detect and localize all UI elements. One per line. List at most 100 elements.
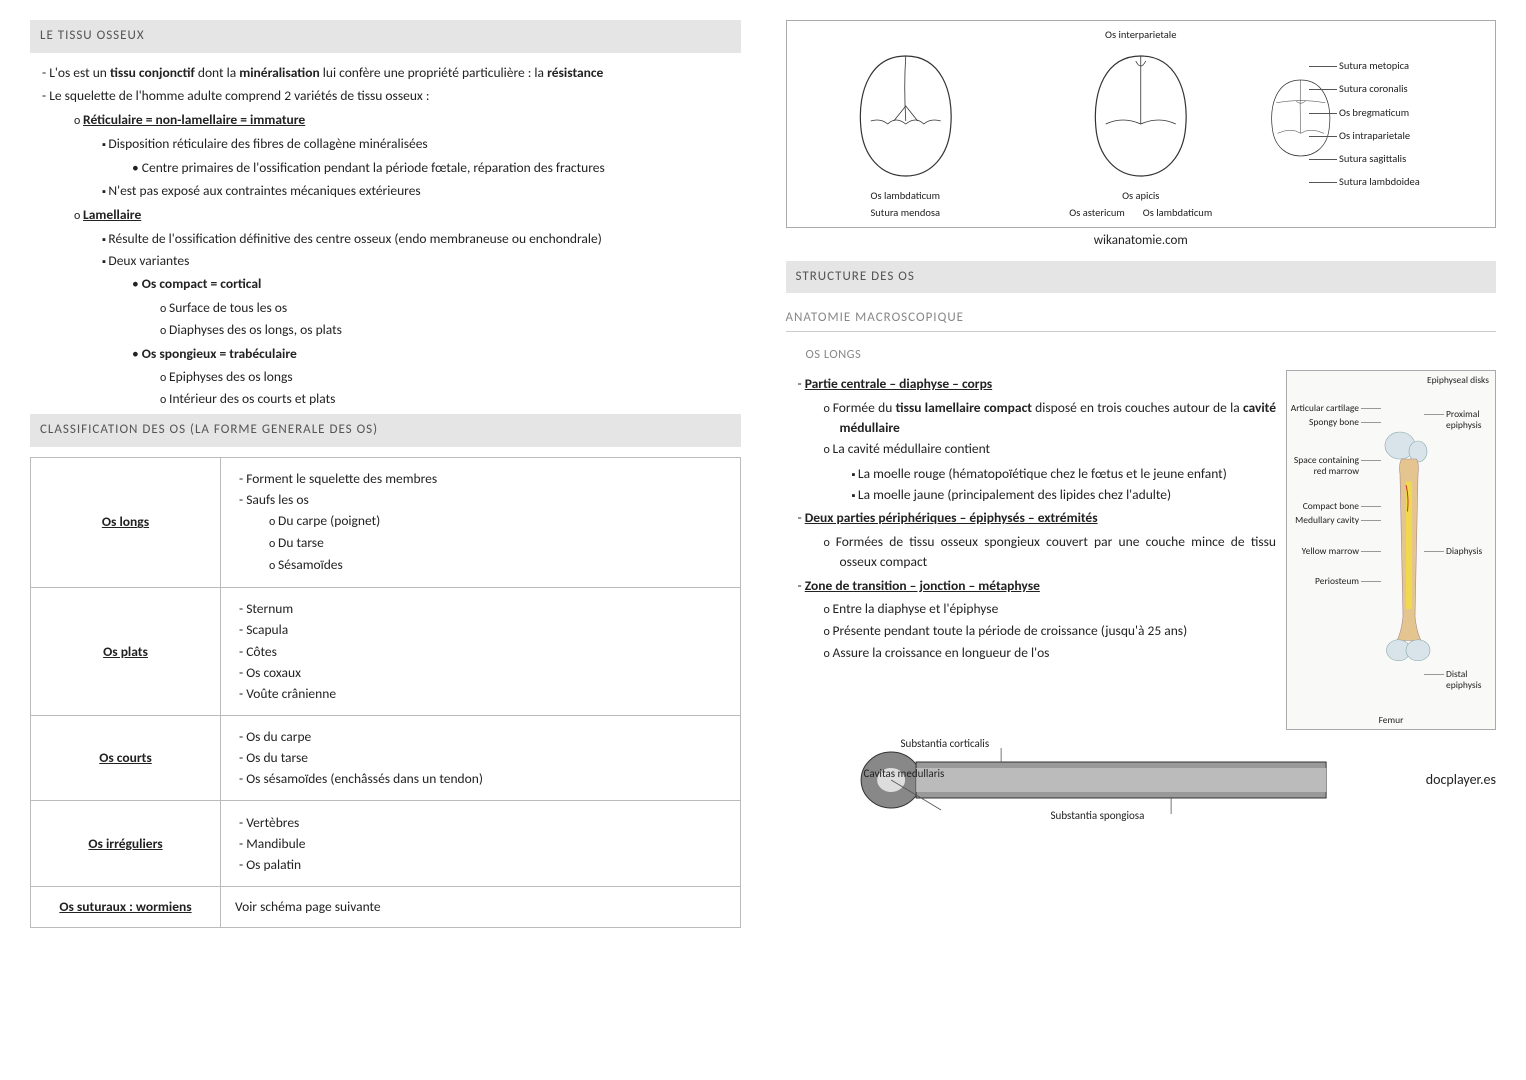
femur-icon (1379, 389, 1439, 709)
ret-b1: Centre primaires de l'ossification penda… (148, 158, 741, 178)
dia-o1: Formée du tissu lamellaire compact dispo… (840, 398, 1277, 438)
femur-l1: Articular cartilage (1289, 403, 1359, 413)
row3-content: Os du carpe Os du tarse Os sésamoïdes (e… (221, 715, 741, 801)
meta-o3: Assure la croissance en longueur de l'os (840, 643, 1277, 663)
dia-sq2: La moelle jaune (principalement des lipi… (868, 485, 1277, 505)
intro-line-1: L'os est un tissu conjonctif dont la min… (56, 63, 741, 83)
lam-v1: Os compact = cortical Surface de tous le… (148, 274, 741, 340)
femur-l5: Medullary cavity (1289, 515, 1359, 525)
femur-top-label: Epiphyseal disks (1427, 375, 1489, 385)
femur-bottom: Femur (1287, 715, 1495, 725)
intro-1-post: lui confère une propriété particulière :… (320, 64, 547, 81)
os-longs-text: Partie centrale – diaphyse – corps Formé… (786, 370, 1277, 730)
ret-sq1: Disposition réticulaire des fibres de co… (118, 134, 741, 154)
section-header-tissu: LE TISSU OSSEUX (30, 20, 741, 53)
intro-1-pre: L'os est un (49, 64, 110, 81)
femur-l4: Compact bone (1289, 501, 1359, 511)
bone-credit: docplayer.es (1426, 770, 1496, 790)
dia-sq1: La moelle rouge (hématopoïétique chez le… (868, 464, 1277, 484)
subheader-anatomie: ANATOMIE MACROSCOPIQUE (786, 303, 1497, 332)
lam-v1-o2: Diaphyses des os longs, os plats (176, 320, 741, 340)
epiphyse-section: Deux parties périphériques – épiphysés –… (812, 508, 1277, 572)
skull2-label1: Os apicis (1122, 188, 1159, 203)
intro-1-b2: minéralisation (239, 64, 319, 81)
subheader-oslongs: OS LONGS (786, 344, 1497, 370)
metaphyse-section: Zone de transition – jonction – métaphys… (812, 576, 1277, 664)
skull-2: Os apicis Os astericum Os lambdaticum (1028, 46, 1254, 220)
epi-o1: Formées de tissu osseux spongieux couver… (840, 532, 1277, 572)
intro-1-b3: résistance (547, 64, 603, 81)
section-header-structure: STRUCTURE DES OS (786, 261, 1497, 294)
table-row: Os courts Os du carpe Os du tarse Os sés… (31, 715, 741, 801)
bone-lbl-spongiosa: Substantia spongiosa (1051, 808, 1145, 824)
row5-label: Os suturaux : wormiens (31, 887, 221, 928)
lamellaire-title: Lamellaire (83, 206, 141, 223)
lam-v2: Os spongieux = trabéculaire Epiphyses de… (148, 344, 741, 410)
table-row: Os plats Sternum Scapula Côtes Os coxaux… (31, 587, 741, 715)
intro-1-b1: tissu conjonctif (110, 64, 195, 81)
row5-content: Voir schéma page suivante (221, 887, 741, 928)
meta-title: Zone de transition – jonction – métaphys… (805, 577, 1040, 594)
row3-label: Os courts (31, 715, 221, 801)
lam-v2-title: Os spongieux = trabéculaire (142, 345, 297, 362)
right-column: Os interparietale Os lambdaticum Sutura … (786, 20, 1497, 928)
meta-o1: Entre la diaphyse et l'épiphyse (840, 599, 1277, 619)
table-row: Os suturaux : wormiens Voir schéma page … (31, 887, 741, 928)
meta-o2: Présente pendant toute la période de cro… (840, 621, 1277, 641)
classification-table: Os longs Forment le squelette des membre… (30, 457, 741, 928)
lam-v2-o1: Epiphyses des os longs (176, 367, 741, 387)
skull-3: Sutura metopica Sutura coronalis Os breg… (1264, 46, 1490, 189)
row2-label: Os plats (31, 587, 221, 715)
diaphyse-title: Partie centrale – diaphyse – corps (805, 375, 992, 392)
left-column: LE TISSU OSSEUX L'os est un tissu conjon… (30, 20, 741, 928)
row2-content: Sternum Scapula Côtes Os coxaux Voûte cr… (221, 587, 741, 715)
femur-r1: Proximal epiphysis (1446, 409, 1491, 430)
lam-v1-title: Os compact = cortical (142, 275, 262, 292)
lam-v2-o2: Intérieur des os courts et plats (176, 389, 741, 409)
row4-label: Os irréguliers (31, 801, 221, 887)
row1-content: Forment le squelette des membres Saufs l… (221, 457, 741, 587)
epi-title: Deux parties périphériques – épiphysés –… (805, 509, 1098, 526)
femur-l6: Yellow marrow (1289, 546, 1359, 556)
femur-r3: Distal epiphysis (1446, 669, 1491, 690)
intro-1-mid: dont la (195, 64, 239, 81)
lam-v1-o1: Surface de tous les os (176, 298, 741, 318)
varieties-intro: Le squelette de l'homme adulte comprend … (56, 86, 741, 106)
table-row: Os irréguliers Vertèbres Mandibule Os pa… (31, 801, 741, 887)
varieties-list: Le squelette de l'homme adulte comprend … (30, 86, 741, 106)
ret-sq2: N'est pas exposé aux contraintes mécaniq… (118, 181, 741, 201)
skull1-label2: Sutura mendosa (870, 205, 940, 220)
reticulaire-item: Réticulaire = non-lamellaire = immature … (90, 110, 741, 201)
skull-top-label: Os interparietale (793, 27, 1490, 42)
row4-content: Vertèbres Mandibule Os palatin (221, 801, 741, 887)
bone-lbl-cavitas: Cavitas medullaris (864, 768, 945, 780)
skull-figure: Os interparietale Os lambdaticum Sutura … (786, 20, 1497, 228)
section-header-classification: CLASSIFICATION DES OS (LA FORME GENERALE… (30, 414, 741, 447)
femur-l2: Spongy bone (1289, 417, 1359, 427)
skull-credit: wikanatomie.com (786, 232, 1497, 251)
row1-label: Os longs (31, 457, 221, 587)
femur-r2: Diaphysis (1446, 546, 1491, 556)
skull1-label1: Os lambdaticum (871, 188, 940, 203)
skull3-labels: Sutura metopica Sutura coronalis Os breg… (1339, 46, 1489, 189)
skull-icon (1028, 46, 1254, 186)
dia-o2: La cavité médullaire contient (840, 439, 1277, 459)
reticulaire-title: Réticulaire = non-lamellaire = immature (83, 111, 305, 128)
femur-figure: Epiphyseal disks Articular cartilage Spo… (1286, 370, 1496, 730)
table-row: Os longs Forment le squelette des membre… (31, 457, 741, 587)
bone-cross-section-figure: Substantia corticalis Cavitas medullaris… (786, 740, 1497, 820)
skull2-label3: Os lambdaticum (1143, 205, 1212, 220)
lam-sq1: Résulte de l'ossification définitive des… (118, 229, 741, 249)
skull-1: Os lambdaticum Sutura mendosa (793, 46, 1019, 220)
bone-lbl-corticalis: Substantia corticalis (901, 736, 990, 752)
skull-icon (1264, 48, 1338, 188)
skull2-label2: Os astericum (1069, 205, 1125, 220)
lam-sq2: Deux variantes (118, 251, 741, 271)
diaphyse-section: Partie centrale – diaphyse – corps Formé… (812, 374, 1277, 504)
femur-l3: Space containing red marrow (1289, 455, 1359, 476)
lamellaire-item: Lamellaire Résulte de l'ossification déf… (90, 205, 741, 410)
skull-icon (793, 46, 1019, 186)
intro-list: L'os est un tissu conjonctif dont la min… (30, 63, 741, 83)
variety-types: Réticulaire = non-lamellaire = immature … (30, 110, 741, 410)
femur-l7: Periosteum (1289, 576, 1359, 586)
